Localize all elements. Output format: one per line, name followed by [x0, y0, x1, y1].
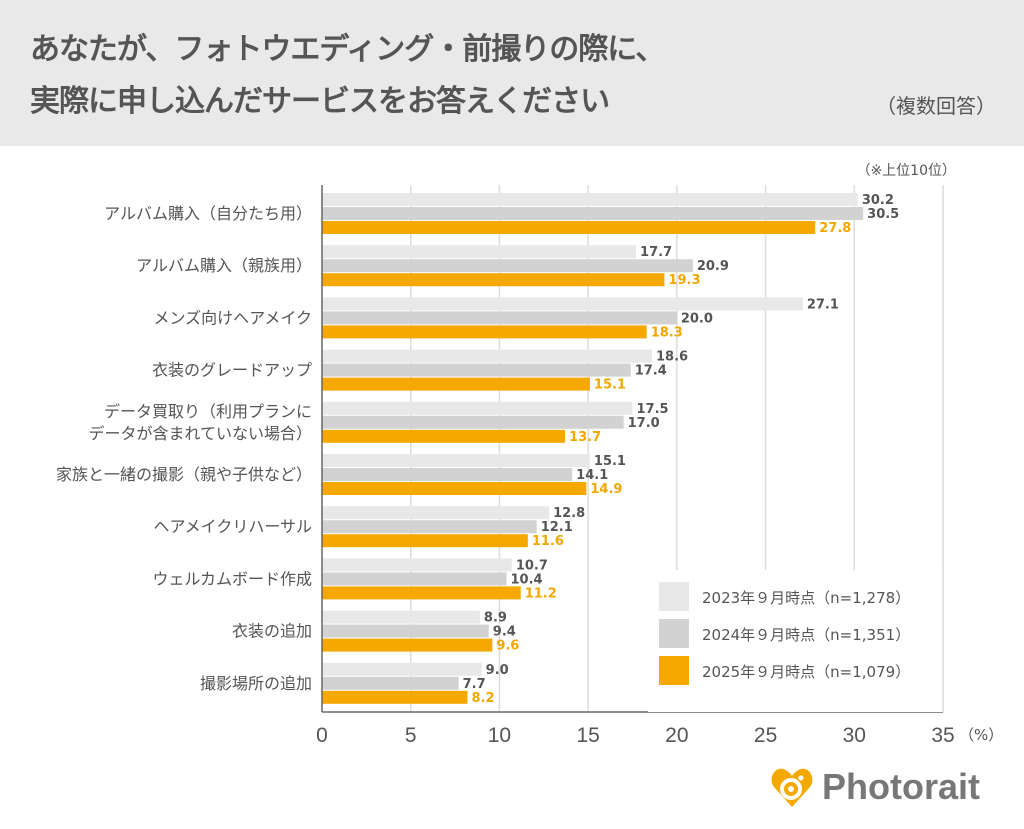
- category-label: ヘアメイクリハーサル: [153, 517, 312, 536]
- bar-2025: [322, 221, 816, 234]
- bar-2024: [322, 363, 631, 377]
- bar-2023: [322, 662, 482, 676]
- value-label: 8.2: [471, 691, 494, 706]
- bar-2023: [322, 297, 803, 311]
- bar-2024: [322, 676, 459, 690]
- value-label: 9.0: [486, 663, 509, 678]
- category-label: 衣装のグレードアップ: [152, 361, 312, 380]
- bar-2025: [322, 377, 590, 391]
- heart-camera-icon: [771, 768, 813, 807]
- value-label: 11.2: [525, 586, 557, 601]
- title-line-2: 実際に申し込んだサービスをお答えください: [30, 84, 610, 119]
- value-label: 10.4: [511, 572, 543, 587]
- bar-2025: [322, 325, 647, 339]
- bar-2024: [322, 468, 573, 481]
- x-tick-label: 15: [576, 724, 599, 747]
- value-label: 14.1: [576, 468, 608, 483]
- value-label: 9.6: [496, 639, 519, 654]
- x-tick-label: 5: [405, 724, 417, 747]
- bar-2023: [322, 506, 550, 520]
- value-label: 27.8: [819, 221, 851, 236]
- chart-title: あなたが、フォトウエディング・前撮りの際に、 実際に申し込んだサービスをお答えく…: [30, 24, 665, 128]
- legend-label: 2025年９月時点（n=1,079）: [702, 663, 910, 681]
- bar-2025: [322, 534, 528, 548]
- value-label: 7.7: [463, 677, 486, 692]
- value-label: 17.5: [637, 402, 669, 417]
- subtitle: （複数回答）: [876, 94, 996, 118]
- brand-name: Photorait: [822, 766, 980, 807]
- legend-swatch-2024: [659, 619, 689, 648]
- top-10-note: （※上位10位）: [856, 163, 956, 179]
- legend-label: 2024年９月時点（n=1,351）: [702, 626, 910, 644]
- value-label: 20.9: [697, 259, 729, 274]
- bar-2024: [322, 624, 489, 638]
- bar-2023: [322, 401, 633, 415]
- bar-2024: [322, 415, 624, 429]
- value-label: 18.6: [656, 350, 688, 365]
- value-label: 17.7: [640, 245, 672, 260]
- bar-2025: [322, 586, 521, 600]
- bar-2025: [322, 690, 468, 704]
- value-label: 19.3: [668, 273, 700, 288]
- category-label: データが含まれていない場合）: [88, 424, 312, 443]
- bar-2023: [322, 349, 653, 363]
- x-unit-label: （%）: [959, 726, 1003, 744]
- value-label: 12.8: [553, 506, 585, 521]
- value-label: 30.5: [867, 207, 899, 222]
- title-line-1: あなたが、フォトウエディング・前撮りの際に、: [30, 32, 665, 67]
- category-label: データ買取り（利用プランに: [104, 402, 312, 421]
- legend-box: [648, 570, 943, 712]
- value-label: 18.3: [651, 325, 683, 340]
- x-tick-label: 10: [488, 724, 511, 747]
- x-tick-label: 25: [754, 724, 777, 747]
- header: あなたが、フォトウエディング・前撮りの際に、 実際に申し込んだサービスをお答えく…: [0, 0, 1024, 146]
- category-label: 撮影場所の追加: [200, 674, 312, 693]
- bar-2025: [322, 273, 665, 287]
- value-label: 30.2: [862, 193, 894, 208]
- value-label: 13.7: [569, 430, 601, 445]
- value-label: 20.0: [681, 311, 713, 326]
- category-label: 衣装の追加: [232, 622, 312, 641]
- legend-swatch-2023: [659, 582, 689, 611]
- category-label: アルバム購入（自分たち用）: [104, 204, 312, 223]
- value-label: 9.4: [493, 625, 516, 640]
- value-label: 17.0: [628, 416, 660, 431]
- value-label: 15.1: [594, 454, 626, 469]
- bar-2023: [322, 558, 512, 572]
- bar-2025: [322, 482, 587, 495]
- bar-2025: [322, 638, 493, 652]
- category-label: メンズ向けヘアメイク: [153, 308, 312, 327]
- x-tick-label: 35: [931, 724, 954, 747]
- bar-2024: [322, 311, 677, 325]
- x-tick-label: 20: [665, 724, 688, 747]
- value-label: 15.1: [594, 378, 626, 393]
- bar-2023: [322, 245, 637, 259]
- category-label: アルバム購入（親族用）: [136, 256, 312, 275]
- value-label: 14.9: [590, 482, 622, 497]
- bar-2024: [322, 572, 507, 586]
- category-label: ウェルカムボード作成: [152, 569, 312, 588]
- value-label: 10.7: [516, 558, 548, 573]
- bar-2023: [322, 610, 480, 624]
- x-tick-label: 0: [316, 724, 328, 747]
- bar-2024: [322, 259, 693, 273]
- value-label: 12.1: [541, 520, 573, 535]
- bar-2025: [322, 429, 566, 443]
- legend-swatch-2025: [659, 656, 689, 685]
- bar-2023: [322, 454, 590, 467]
- value-label: 8.9: [484, 611, 507, 626]
- brand-logo: Photorait: [770, 765, 980, 809]
- legend-label: 2023年９月時点（n=1,278）: [702, 589, 910, 607]
- bar-2024: [322, 207, 864, 220]
- value-label: 27.1: [807, 297, 839, 312]
- bar-2024: [322, 520, 537, 534]
- value-label: 17.4: [635, 364, 667, 379]
- x-tick-label: 30: [843, 724, 866, 747]
- value-label: 11.6: [532, 534, 564, 549]
- category-label: 家族と一緒の撮影（親や子供など）: [56, 465, 312, 484]
- bar-2023: [322, 193, 858, 206]
